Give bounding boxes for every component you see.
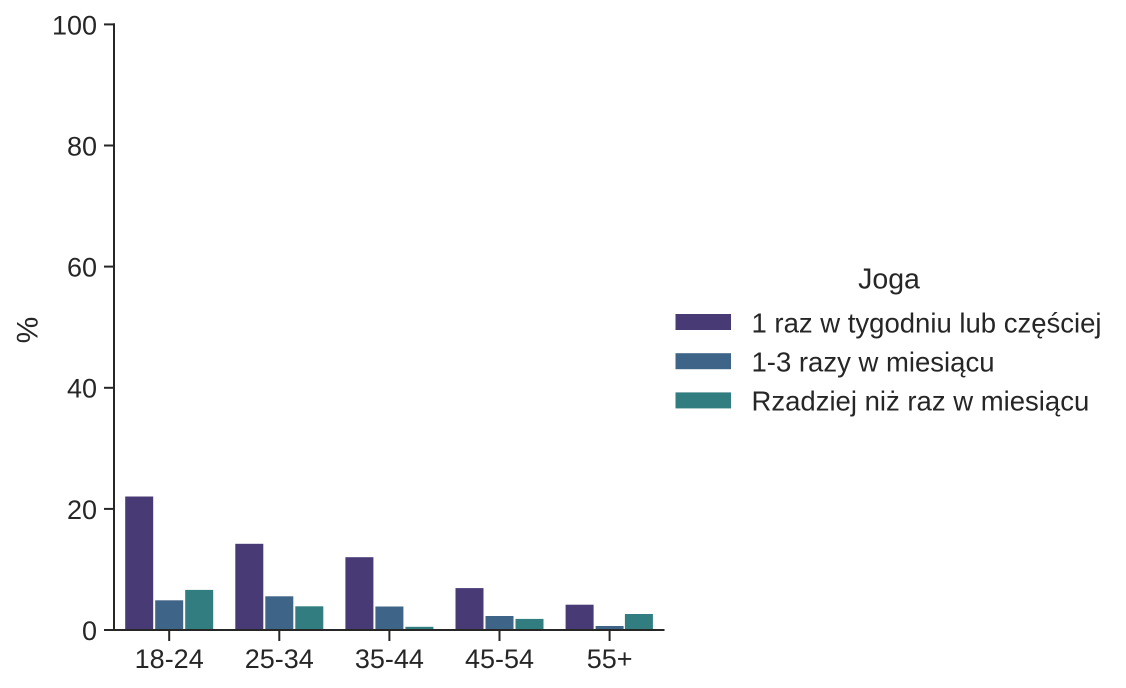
svg-text:20: 20: [67, 495, 97, 525]
svg-text:Rzadziej niż raz w miesiącu: Rzadziej niż raz w miesiącu: [752, 386, 1090, 417]
svg-text:55+: 55+: [587, 644, 633, 674]
svg-text:Joga: Joga: [858, 264, 920, 296]
svg-text:25-34: 25-34: [245, 644, 314, 674]
svg-text:1-3 razy w miesiącu: 1-3 razy w miesiącu: [752, 347, 995, 378]
svg-text:0: 0: [82, 616, 97, 646]
svg-text:%: %: [11, 317, 44, 344]
svg-text:100: 100: [52, 10, 97, 40]
svg-text:1 raz w tygodniu lub częściej: 1 raz w tygodniu lub częściej: [752, 308, 1102, 339]
svg-text:60: 60: [67, 253, 97, 283]
svg-text:40: 40: [67, 374, 97, 404]
svg-text:80: 80: [67, 131, 97, 161]
svg-text:18-24: 18-24: [135, 644, 204, 674]
svg-text:45-54: 45-54: [465, 644, 534, 674]
svg-text:35-44: 35-44: [355, 644, 424, 674]
